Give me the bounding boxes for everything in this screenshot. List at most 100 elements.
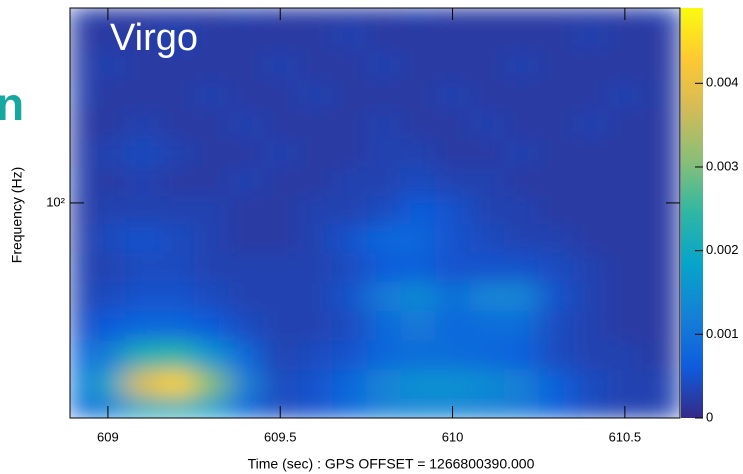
heatmap-cell (194, 138, 229, 167)
heatmap-cell (435, 369, 470, 398)
heatmap-cell (229, 8, 264, 22)
heatmap-cell (297, 281, 332, 311)
heatmap-cell (229, 281, 264, 311)
heatmap-cell (366, 281, 401, 311)
heatmap-cell (401, 224, 436, 253)
heatmap-cell (332, 50, 367, 80)
heatmap-cell (435, 138, 470, 167)
heatmap-cell (504, 167, 539, 196)
heatmap-cell (194, 340, 229, 369)
heatmap-cell (125, 195, 160, 224)
heatmap-cell (70, 138, 91, 167)
heatmap-cell (366, 397, 401, 418)
heatmap-cell (435, 167, 470, 196)
heatmap-cell (160, 224, 195, 253)
heatmap-cell (125, 340, 160, 369)
heatmap-cell (435, 50, 470, 80)
heatmap-cell (297, 369, 332, 398)
heatmap-cell (504, 310, 539, 340)
heatmap-cell (642, 138, 680, 167)
heatmap-cell (263, 310, 298, 340)
heatmap-cell (401, 281, 436, 311)
heatmap-cell (539, 195, 574, 224)
heatmap-cell (642, 80, 680, 110)
heatmap-cell (504, 397, 539, 418)
heatmap-cell (229, 167, 264, 196)
heatmap-cell (573, 397, 608, 418)
heatmap-cell (539, 369, 574, 398)
heatmap-cells (70, 8, 681, 419)
heatmap-cell (160, 195, 195, 224)
heatmap-cell (504, 224, 539, 253)
heatmap-cell (194, 369, 229, 398)
heatmap-cell (470, 167, 505, 196)
heatmap-cell (366, 252, 401, 281)
heatmap-cell (91, 310, 126, 340)
heatmap-cell (366, 138, 401, 167)
heatmap-cell (366, 224, 401, 253)
colorbar-tick-label: 0.002 (706, 242, 739, 257)
heatmap-cell (573, 167, 608, 196)
heatmap-cell (91, 224, 126, 253)
heatmap-cell (608, 310, 643, 340)
heatmap-cell (470, 195, 505, 224)
heatmap-cell (160, 80, 195, 110)
heatmap-cell (125, 167, 160, 196)
heatmap-cell (401, 50, 436, 80)
heatmap-cell (91, 281, 126, 311)
heatmap-cell (642, 252, 680, 281)
heatmap-cell (70, 8, 91, 22)
heatmap-cell (229, 224, 264, 253)
heatmap-cell (504, 22, 539, 51)
heatmap-cell (366, 369, 401, 398)
heatmap-cell (608, 340, 643, 369)
y-tick-label: 10² (46, 194, 65, 209)
heatmap-cell (297, 80, 332, 110)
heatmap-cell (91, 109, 126, 138)
heatmap-cell (70, 310, 91, 340)
heatmap-cell (332, 310, 367, 340)
heatmap-cell (642, 109, 680, 138)
colorbar (681, 8, 703, 418)
heatmap-cell (642, 397, 680, 418)
heatmap-cell (160, 281, 195, 311)
heatmap-cell (608, 224, 643, 253)
heatmap-cell (401, 369, 436, 398)
heatmap-cell (297, 195, 332, 224)
heatmap-cell (608, 138, 643, 167)
heatmap-cell (573, 8, 608, 22)
heatmap (70, 8, 681, 419)
heatmap-cell (504, 8, 539, 22)
heatmap-cell (401, 109, 436, 138)
heatmap-cell (125, 224, 160, 253)
heatmap-cell (470, 252, 505, 281)
heatmap-cell (125, 80, 160, 110)
heatmap-cell (125, 369, 160, 398)
heatmap-cell (642, 167, 680, 196)
chart: n Virgo Time (sec) : GPS OFFSET = 126680… (0, 0, 743, 474)
heatmap-cell (539, 8, 574, 22)
heatmap-cell (504, 109, 539, 138)
heatmap-cell (573, 138, 608, 167)
heatmap-cell (573, 195, 608, 224)
heatmap-cell (470, 224, 505, 253)
heatmap-cell (70, 109, 91, 138)
heatmap-cell (194, 50, 229, 80)
heatmap-cell (504, 80, 539, 110)
heatmap-cell (401, 195, 436, 224)
heatmap-cell (332, 80, 367, 110)
heatmap-cell (539, 22, 574, 51)
heatmap-cell (194, 167, 229, 196)
heatmap-cell (642, 50, 680, 80)
heatmap-cell (401, 252, 436, 281)
y-axis-label: Frequency (Hz) (9, 167, 25, 263)
heatmap-cell (332, 22, 367, 51)
heatmap-cell (608, 195, 643, 224)
heatmap-cell (573, 252, 608, 281)
heatmap-cell (263, 138, 298, 167)
heatmap-cell (366, 80, 401, 110)
heatmap-cell (263, 224, 298, 253)
heatmap-cell (642, 224, 680, 253)
heatmap-cell (70, 50, 91, 80)
heatmap-cell (70, 167, 91, 196)
